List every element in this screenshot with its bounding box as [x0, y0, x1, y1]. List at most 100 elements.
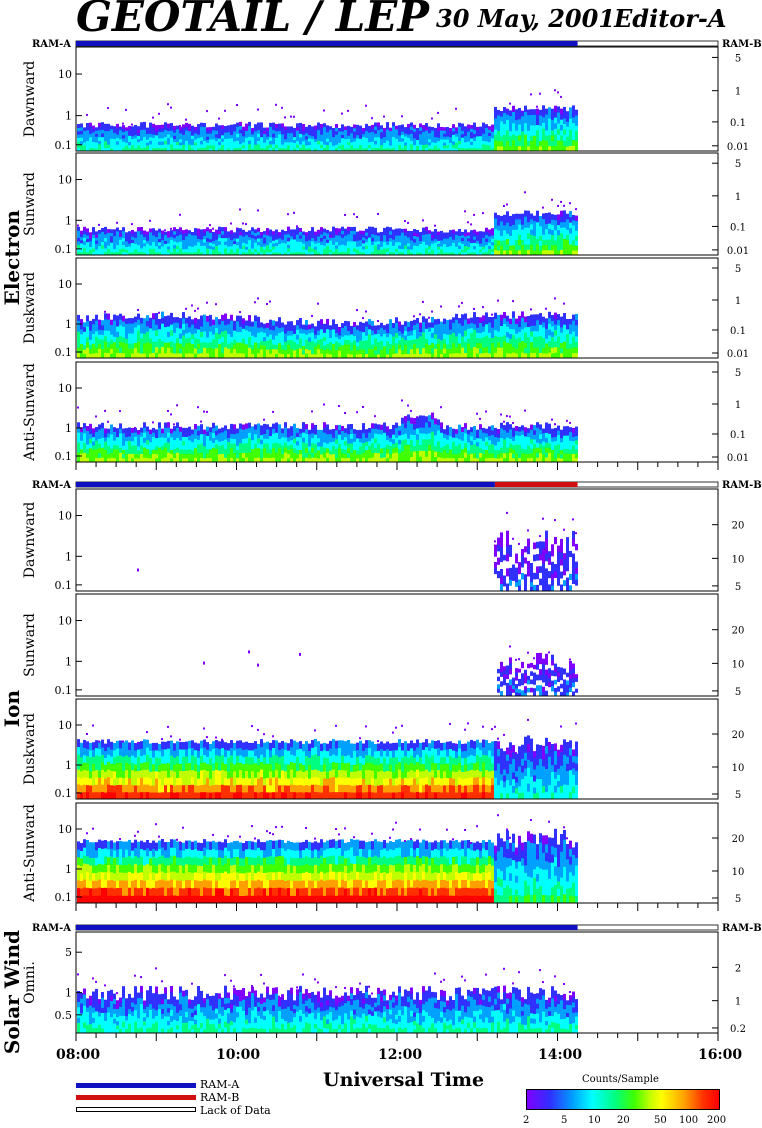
- count-cell: [476, 347, 479, 354]
- count-cell: [155, 445, 158, 451]
- count-cell: [200, 457, 203, 463]
- count-cell: [329, 325, 332, 330]
- count-cell: [239, 433, 242, 439]
- count-cell: [458, 328, 461, 334]
- count-cell: [167, 422, 170, 428]
- count-cell: [197, 228, 200, 233]
- count-cell: [338, 338, 341, 343]
- count-cell: [122, 248, 125, 253]
- count-pixel: [194, 309, 196, 312]
- count-cell: [371, 233, 374, 238]
- count-cell: [107, 352, 110, 359]
- count-pixel: [407, 221, 409, 224]
- count-cell: [305, 447, 308, 453]
- count-cell: [107, 432, 110, 438]
- count-cell: [203, 147, 206, 152]
- count-cell: [248, 422, 251, 429]
- count-cell: [338, 142, 341, 146]
- count-cell: [323, 328, 326, 333]
- count-cell: [260, 344, 263, 350]
- count-cell: [548, 244, 551, 251]
- count-cell: [317, 233, 320, 237]
- count-cell: [512, 117, 515, 124]
- count-cell: [128, 440, 131, 446]
- count-cell: [347, 429, 350, 435]
- count-cell: [359, 138, 362, 142]
- count-cell: [332, 139, 335, 143]
- count-cell: [527, 109, 530, 116]
- count-cell: [185, 317, 188, 324]
- count-cell: [146, 252, 149, 256]
- count-cell: [281, 441, 284, 446]
- count-cell: [395, 342, 398, 349]
- count-cell: [560, 108, 563, 115]
- count-cell: [476, 322, 479, 328]
- count-cell: [203, 441, 206, 447]
- count-cell: [515, 328, 518, 334]
- count-cell: [470, 322, 473, 329]
- count-cell: [542, 327, 545, 333]
- count-cell: [86, 439, 89, 445]
- count-cell: [380, 240, 383, 244]
- count-cell: [353, 344, 356, 350]
- count-cell: [380, 344, 383, 350]
- count-cell: [356, 243, 359, 247]
- count-cell: [305, 232, 308, 236]
- count-cell: [323, 123, 326, 128]
- count-cell: [563, 329, 566, 336]
- count-cell: [473, 236, 476, 240]
- count-cell: [455, 148, 458, 152]
- count-cell: [413, 128, 416, 132]
- count-cell: [332, 329, 335, 335]
- count-cell: [575, 225, 578, 231]
- count-cell: [386, 340, 389, 346]
- count-cell: [185, 129, 188, 134]
- count-cell: [323, 251, 326, 256]
- count-cell: [128, 333, 131, 339]
- count-cell: [221, 147, 224, 152]
- count-cell: [212, 437, 215, 443]
- count-cell: [296, 230, 299, 235]
- count-cell: [314, 128, 317, 133]
- count-cell: [83, 230, 86, 235]
- count-cell: [176, 238, 179, 243]
- count-cell: [503, 250, 506, 256]
- count-cell: [185, 136, 188, 141]
- count-cell: [356, 137, 359, 142]
- count-cell: [200, 342, 203, 348]
- count-cell: [101, 329, 104, 335]
- count-cell: [134, 252, 137, 256]
- count-cell: [515, 135, 518, 142]
- chart-title: GEOTAIL / LEP: [76, 0, 429, 41]
- count-cell: [374, 147, 377, 152]
- count-cell: [332, 445, 335, 451]
- count-cell: [167, 315, 170, 322]
- count-cell: [515, 244, 518, 251]
- count-cell: [119, 313, 122, 320]
- count-pixel: [107, 107, 109, 110]
- count-cell: [125, 136, 128, 140]
- count-cell: [359, 252, 362, 256]
- count-cell: [401, 147, 404, 152]
- count-cell: [197, 324, 200, 330]
- count-cell: [380, 134, 383, 139]
- count-cell: [338, 231, 341, 236]
- count-cell: [302, 130, 305, 135]
- count-cell: [293, 438, 296, 444]
- count-cell: [137, 335, 140, 342]
- count-cell: [542, 133, 545, 141]
- count-cell: [104, 251, 107, 256]
- count-pixel: [197, 307, 199, 310]
- count-cell: [122, 237, 125, 242]
- count-pixel: [461, 301, 463, 304]
- count-cell: [338, 238, 341, 243]
- count-cell: [296, 130, 299, 135]
- count-cell: [494, 341, 497, 348]
- count-cell: [308, 345, 311, 351]
- count-cell: [251, 326, 254, 332]
- count-cell: [293, 142, 296, 146]
- count-cell: [149, 143, 152, 148]
- count-cell: [176, 138, 179, 142]
- count-cell: [140, 129, 143, 134]
- count-cell: [569, 123, 572, 130]
